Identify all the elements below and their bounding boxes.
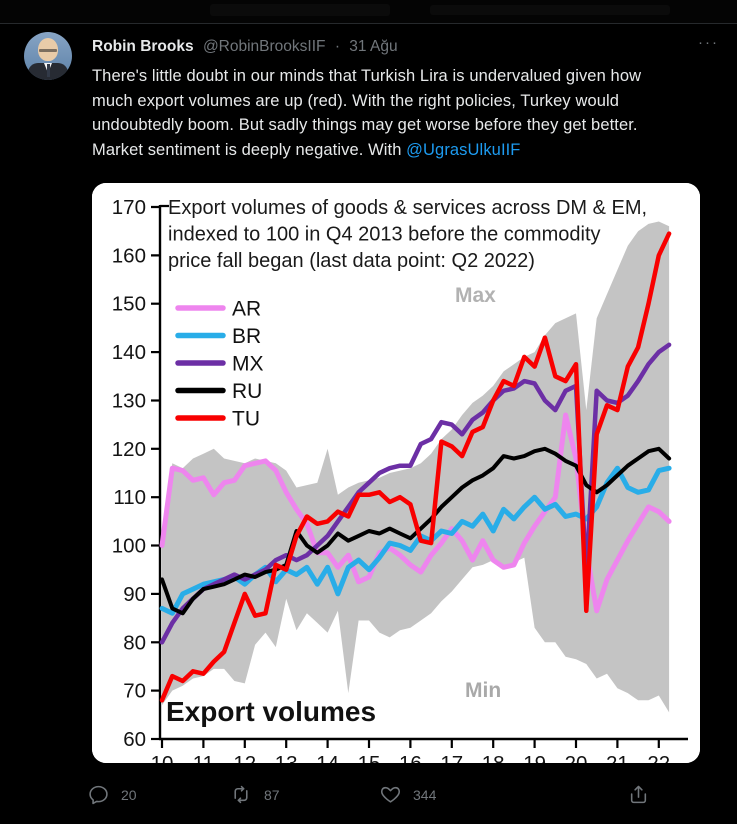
author-name[interactable]: Robin Brooks xyxy=(92,38,194,55)
y-tick-label: 140 xyxy=(112,341,146,364)
chart-image[interactable]: 60 70 80 90 100 110 120 130 140 150 160 170 10 11 12 13… xyxy=(92,183,700,763)
avatar-tie xyxy=(46,64,50,77)
reply-icon xyxy=(89,785,108,805)
x-tick-label: 16 xyxy=(399,752,422,763)
reply-count: 20 xyxy=(121,786,137,803)
x-tick-label: 14 xyxy=(316,752,339,763)
x-tick-label: 19 xyxy=(523,752,546,763)
retweet-icon xyxy=(234,785,248,804)
tweet-line: undoubtedly boom. But sadly things may g… xyxy=(92,116,638,134)
y-tick-label: 150 xyxy=(112,293,146,316)
mention-link[interactable]: @UgrasUlkuIIF xyxy=(406,140,521,159)
chart-svg: 60 70 80 90 100 110 120 130 140 150 160 170 10 11 12 13… xyxy=(92,183,700,763)
heart-icon xyxy=(380,786,401,803)
legend-label-BR: BR xyxy=(232,325,261,348)
share-button[interactable] xyxy=(628,784,649,805)
y-tick-label: 70 xyxy=(123,680,146,703)
legend-label-AR: AR xyxy=(232,298,261,321)
x-tick-label: 22 xyxy=(647,752,670,763)
tweet-text: There's little doubt in our minds that T… xyxy=(92,64,728,162)
x-tick-label: 11 xyxy=(193,752,214,763)
tweet-date[interactable]: 31 Ağu xyxy=(349,38,398,55)
x-tick-label: 20 xyxy=(565,752,588,763)
legend-label-RU: RU xyxy=(232,380,262,403)
x-tick-label: 10 xyxy=(151,752,174,763)
x-tick-label: 13 xyxy=(275,752,298,763)
legend-label-TU: TU xyxy=(232,408,260,431)
retweet-button[interactable]: 87 xyxy=(230,784,280,805)
top-bar xyxy=(0,0,737,24)
retweet-count: 87 xyxy=(264,786,280,803)
y-tick-label: 80 xyxy=(123,631,146,654)
dimmed-content xyxy=(210,4,390,16)
tweet-line: Market sentiment is deeply negative. Wit… xyxy=(92,140,407,159)
share-icon xyxy=(630,785,647,804)
series-line-TU xyxy=(159,231,672,703)
y-tick-label: 120 xyxy=(112,438,146,461)
band-max-label: Max xyxy=(455,284,496,307)
author-handle[interactable]: @RobinBrooksIIF xyxy=(202,38,326,55)
x-tick-label: 17 xyxy=(440,752,463,763)
y-tick-label: 60 xyxy=(123,728,146,751)
action-bar: 20 87 344 xyxy=(0,778,737,820)
x-tick-label: 18 xyxy=(482,752,505,763)
chart-title: Export volumes of goods & services acros… xyxy=(168,197,647,272)
y-tick-label: 110 xyxy=(113,486,146,509)
y-tick-label: 90 xyxy=(123,583,146,606)
header-separator: · xyxy=(334,38,340,55)
x-tick-label: 21 xyxy=(606,752,629,763)
dimmed-content xyxy=(430,5,670,15)
y-tick-label: 130 xyxy=(112,390,146,413)
reply-button[interactable]: 20 xyxy=(88,784,137,805)
y-tick-label: 160 xyxy=(112,244,146,267)
y-tick-label: 170 xyxy=(112,196,146,219)
like-button[interactable]: 344 xyxy=(380,784,436,805)
more-button[interactable]: ··· xyxy=(698,34,719,51)
series-line-RU xyxy=(160,446,672,616)
tweet-line: much export volumes are up (red). With t… xyxy=(92,91,620,110)
y-tick-label: 100 xyxy=(112,535,146,558)
avatar-glasses xyxy=(39,49,57,52)
chart-caption: Export volumes xyxy=(166,696,376,727)
legend-label-MX: MX xyxy=(232,353,264,376)
avatar[interactable] xyxy=(24,32,72,80)
like-count: 344 xyxy=(413,786,437,803)
tweet-line: There's little doubt in our minds that T… xyxy=(92,67,642,85)
x-tick-label: 15 xyxy=(358,752,381,763)
tweet-header: Robin Brooks @RobinBrooksIIF · 31 Ağu xyxy=(92,38,652,56)
band-min-label: Min xyxy=(465,679,501,702)
x-tick-label: 12 xyxy=(233,752,256,763)
